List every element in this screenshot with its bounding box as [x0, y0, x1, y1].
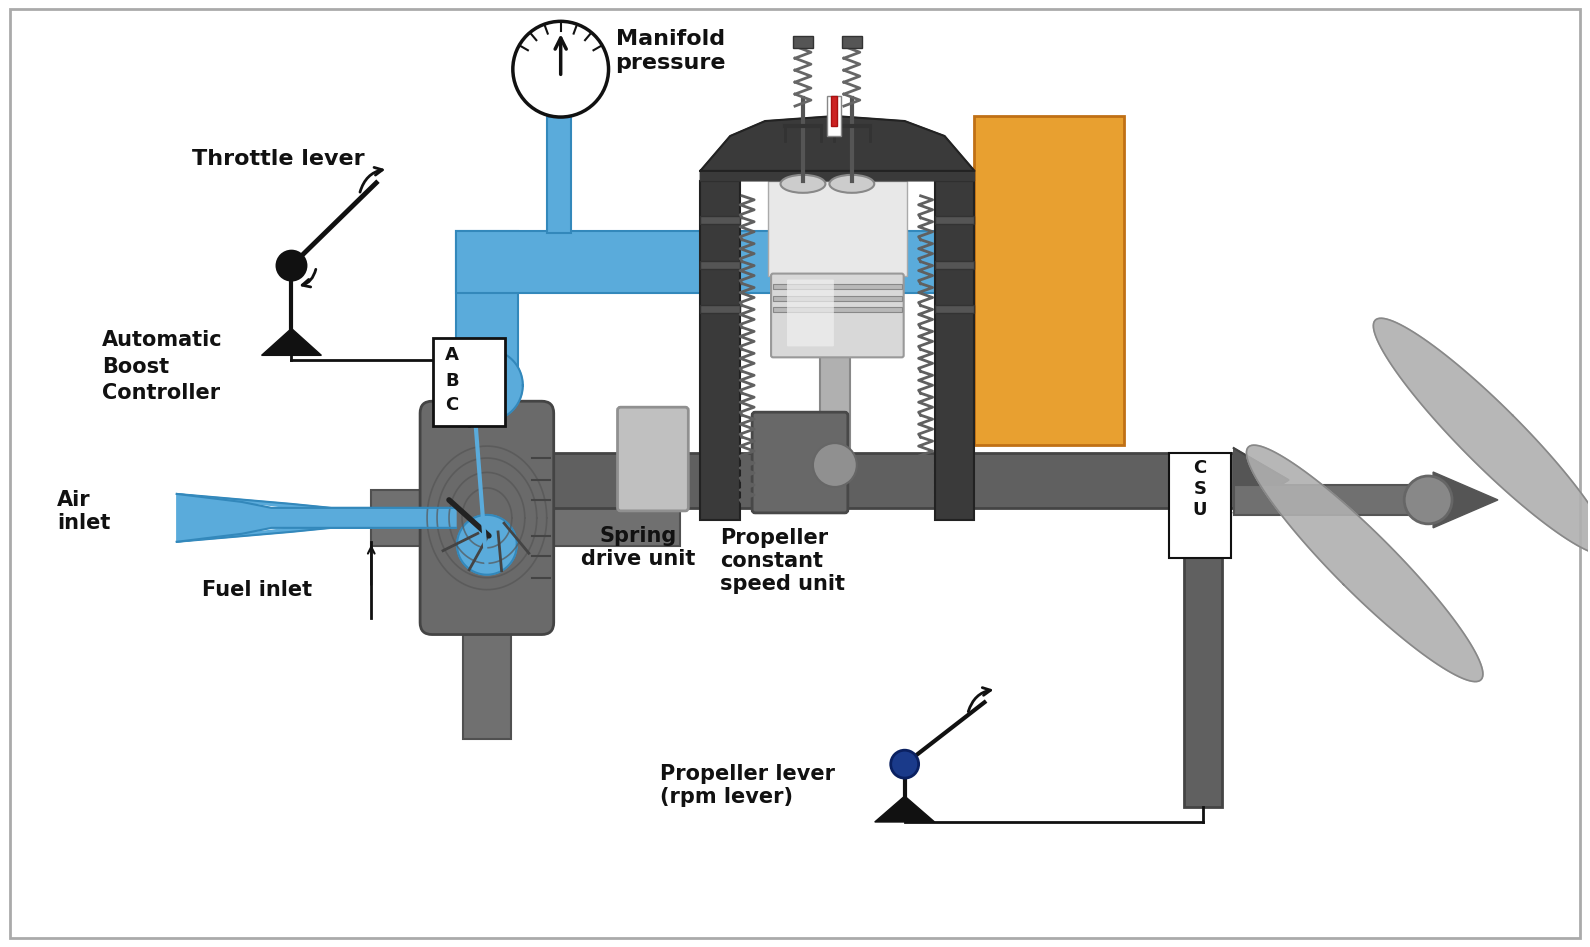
Polygon shape — [262, 329, 321, 355]
Circle shape — [890, 750, 919, 778]
FancyBboxPatch shape — [787, 279, 833, 347]
Bar — [700, 216, 741, 223]
Bar — [773, 295, 902, 300]
Bar — [456, 453, 1234, 508]
Bar — [700, 260, 741, 269]
Bar — [768, 181, 906, 276]
Polygon shape — [1374, 318, 1590, 555]
FancyBboxPatch shape — [432, 338, 506, 426]
Bar — [700, 306, 741, 313]
FancyBboxPatch shape — [420, 402, 553, 634]
FancyBboxPatch shape — [10, 9, 1580, 938]
Text: Automatic
Boost
Controller: Automatic Boost Controller — [102, 331, 223, 403]
Text: Spring
drive unit: Spring drive unit — [580, 526, 695, 569]
Bar — [760, 453, 840, 509]
Text: Propeller lever
(rpm lever): Propeller lever (rpm lever) — [660, 764, 835, 808]
Polygon shape — [456, 515, 517, 575]
Text: B: B — [445, 372, 458, 390]
Bar — [456, 231, 944, 293]
Bar — [456, 231, 518, 570]
FancyBboxPatch shape — [771, 274, 903, 357]
Circle shape — [1404, 476, 1452, 524]
Circle shape — [514, 22, 609, 117]
FancyBboxPatch shape — [617, 407, 688, 510]
Text: C
S
U: C S U — [1192, 459, 1207, 519]
Bar — [370, 490, 681, 545]
Bar — [935, 181, 975, 520]
Bar — [975, 116, 1124, 445]
Bar — [832, 96, 836, 126]
Polygon shape — [1247, 445, 1483, 682]
Text: Fuel inlet: Fuel inlet — [202, 580, 312, 599]
Bar — [935, 306, 975, 313]
Bar — [1234, 485, 1433, 515]
Ellipse shape — [781, 175, 825, 193]
Polygon shape — [452, 349, 523, 421]
Text: Throttle lever: Throttle lever — [192, 149, 364, 169]
Polygon shape — [700, 116, 975, 181]
Text: Air
inlet: Air inlet — [57, 490, 111, 533]
Circle shape — [812, 443, 857, 487]
Bar — [1185, 508, 1221, 807]
Polygon shape — [176, 494, 456, 542]
FancyBboxPatch shape — [1169, 453, 1231, 558]
Circle shape — [275, 250, 307, 281]
Bar — [793, 36, 812, 48]
FancyBboxPatch shape — [752, 412, 847, 513]
Bar — [935, 260, 975, 269]
Bar — [463, 291, 510, 740]
Text: Propeller
constant
speed unit: Propeller constant speed unit — [720, 527, 846, 594]
Bar — [820, 355, 849, 456]
Polygon shape — [875, 796, 935, 822]
Bar — [773, 308, 902, 313]
Text: C: C — [445, 396, 458, 414]
Bar — [773, 283, 902, 289]
Polygon shape — [176, 494, 456, 542]
Bar — [827, 96, 841, 136]
Text: Manifold
pressure: Manifold pressure — [615, 29, 727, 73]
Polygon shape — [1433, 472, 1498, 527]
Bar — [547, 117, 571, 233]
Text: A: A — [445, 347, 460, 365]
Ellipse shape — [830, 175, 874, 193]
Polygon shape — [1234, 448, 1288, 513]
Bar — [700, 181, 741, 520]
Bar — [841, 36, 862, 48]
Bar — [935, 216, 975, 223]
